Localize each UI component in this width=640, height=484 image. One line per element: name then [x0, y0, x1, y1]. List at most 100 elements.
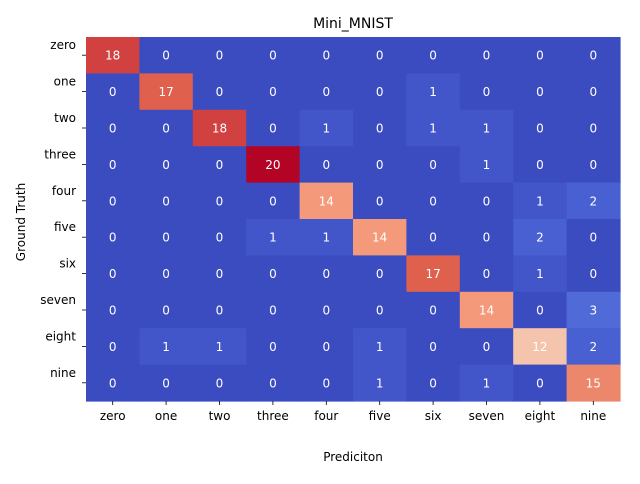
heatmap-cell: [299, 109, 354, 147]
heatmap-cell: [566, 37, 621, 74]
cell-value-label: 1: [216, 340, 224, 354]
cell-value-label: 0: [429, 340, 437, 354]
heatmap-cell: [459, 37, 514, 74]
cell-value-label: 18: [105, 49, 120, 63]
heatmap-cell: [513, 109, 568, 147]
heatmap-cell: [139, 328, 194, 366]
cell-value-label: 14: [372, 231, 387, 245]
heatmap-cell: [299, 364, 354, 402]
heatmap-cell: [566, 328, 621, 366]
heatmap-cell: [406, 219, 461, 256]
cell-value-label: 0: [429, 304, 437, 318]
heatmap-cell: [192, 364, 247, 402]
heatmap-cell: [86, 109, 140, 147]
heatmap-cell: [139, 182, 194, 220]
heatmap-cell: [566, 182, 621, 220]
heatmap-cell: [513, 37, 568, 74]
heatmap-cell: [192, 255, 247, 293]
heatmap-cell: [513, 73, 568, 111]
cell-value-label: 0: [269, 122, 277, 136]
y-axis-ticks: zero one two three four five six seven eight nine: [40, 38, 86, 384]
heatmap-cell: [246, 328, 301, 366]
heatmap-cell: [192, 146, 247, 184]
heatmap-cell: [406, 37, 461, 74]
x-tick-label: six: [425, 409, 442, 423]
heatmap-cell: [353, 146, 407, 184]
cell-value-label: 0: [376, 267, 384, 281]
cell-value-label: 17: [425, 267, 440, 281]
heatmap-cell: [459, 328, 514, 366]
x-axis-label: Prediciton: [323, 450, 383, 464]
y-tick-label: one: [54, 75, 76, 89]
heatmap-cell: [192, 182, 247, 220]
heatmap-cell: [353, 109, 407, 147]
cell-value-label: 0: [269, 304, 277, 318]
heatmap-cell: [246, 255, 301, 293]
y-axis-label: Ground Truth: [14, 183, 28, 261]
cell-value-label: 0: [483, 85, 491, 99]
cell-value-label: 0: [536, 304, 544, 318]
cell-value-label: 0: [269, 49, 277, 63]
cell-value-label: 20: [265, 158, 280, 172]
heatmap-cell: [192, 109, 247, 147]
cell-value-label: 0: [322, 304, 330, 318]
x-tick-label: five: [369, 409, 391, 423]
heatmap-cell: [139, 364, 194, 402]
cell-value-label: 0: [376, 85, 384, 99]
heatmap-cell: [406, 291, 461, 329]
heatmap-cell: [299, 37, 354, 74]
x-axis-ticks: zero one two three four five six seven eight nine: [100, 401, 606, 423]
cell-value-label: 0: [536, 158, 544, 172]
heatmap-cell: [192, 328, 247, 366]
cell-value-label: 0: [536, 85, 544, 99]
heatmap-cell: [299, 73, 354, 111]
heatmap-cell: [513, 255, 568, 293]
heatmap-cell: [139, 109, 194, 147]
heatmap-cell: [406, 364, 461, 402]
heatmap-cell: [139, 255, 194, 293]
cell-value-label: 0: [109, 340, 117, 354]
heatmap-cell: [86, 291, 140, 329]
cell-value-label: 0: [269, 194, 277, 208]
heatmap-cell: [139, 291, 194, 329]
heatmap-cell: [513, 364, 568, 402]
chart-title: Mini_MNIST: [313, 16, 393, 32]
heatmap-cell: [246, 219, 301, 256]
heatmap-cell: [299, 255, 354, 293]
cell-value-label: 1: [269, 231, 277, 245]
heatmap-cell: [192, 219, 247, 256]
heatmap-cell: [353, 182, 407, 220]
cell-value-label: 0: [162, 122, 170, 136]
heatmap-cell: [246, 291, 301, 329]
heatmap-cell: [139, 37, 194, 74]
cell-value-label: 0: [109, 85, 117, 99]
cell-value-label: 0: [109, 267, 117, 281]
cell-value-label: 0: [216, 158, 224, 172]
heatmap-cell: [299, 328, 354, 366]
heatmap-cell: [86, 328, 140, 366]
x-tick-label: zero: [100, 409, 126, 423]
x-tick-label: three: [257, 409, 289, 423]
heatmap-cell: [86, 182, 140, 220]
heatmap-cell: [246, 109, 301, 147]
heatmap-cell: [406, 109, 461, 147]
y-tick-label: three: [44, 147, 76, 161]
heatmap-cell: [353, 219, 407, 256]
heatmap-cell: [299, 219, 354, 256]
cell-value-label: 17: [158, 85, 173, 99]
cell-value-label: 14: [319, 194, 334, 208]
heatmap-cell: [513, 219, 568, 256]
cell-value-label: 0: [322, 340, 330, 354]
cell-value-label: 0: [162, 194, 170, 208]
heatmap-cell: [353, 73, 407, 111]
cell-value-label: 0: [269, 340, 277, 354]
cell-value-label: 0: [216, 85, 224, 99]
heatmap-cell: [459, 364, 514, 402]
y-tick-label: zero: [50, 38, 76, 52]
heatmap-cell: [513, 182, 568, 220]
cell-value-label: 1: [429, 122, 437, 136]
heatmap-cell: [459, 146, 514, 184]
cell-value-label: 1: [483, 122, 491, 136]
cell-value-label: 1: [322, 122, 330, 136]
cell-value-label: 0: [536, 49, 544, 63]
